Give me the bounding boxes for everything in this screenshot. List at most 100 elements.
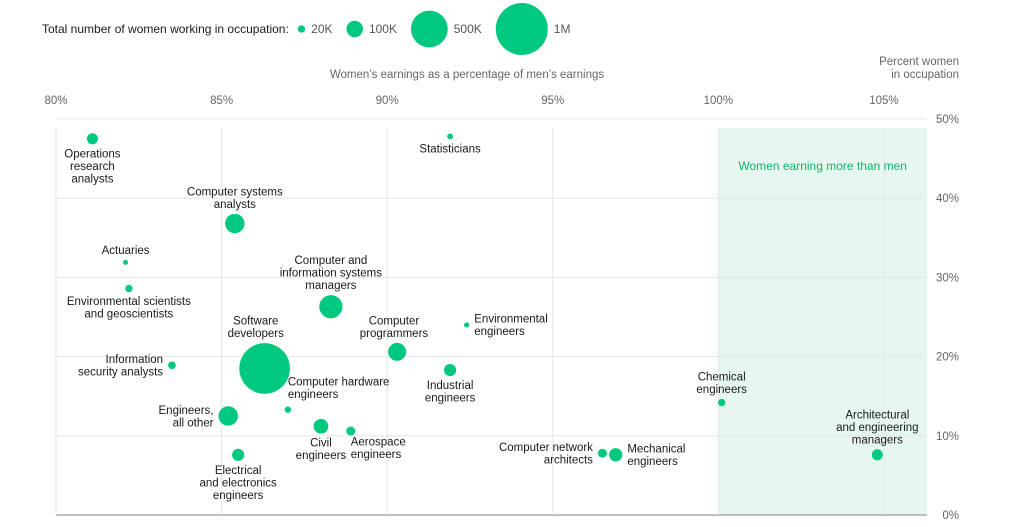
bubble-label-environmental-scientists-and-geoscientists: Environmental scientists and geoscientist… [67, 296, 191, 321]
bubble-electrical-and-electronics-engineers [232, 448, 245, 461]
x-tick-label: 85% [210, 95, 233, 107]
legend-bubble-500k [410, 10, 448, 48]
bubble-label-line: analysts [214, 199, 256, 211]
y-tick-label: 20% [936, 352, 959, 364]
y-tick-label: 50% [936, 114, 959, 126]
bubble-label-aerospace-engineers: Aerospace engineers [351, 437, 406, 462]
bubble-label-line: Software [233, 316, 278, 328]
legend-title: Total number of women working in occupat… [42, 22, 289, 36]
shaded-region-label: Women earning more than men [738, 159, 907, 173]
bubble-label-line: Computer systems [187, 186, 283, 198]
bubble-industrial-engineers [444, 363, 457, 377]
bubble-label-line: Statisticians [419, 143, 481, 155]
bubble-mechanical-engineers [609, 448, 623, 462]
bubble-label-line: research [70, 161, 115, 173]
bubble-civil-engineers [313, 418, 329, 434]
bubble-label-line: Aerospace [351, 437, 406, 449]
gridlines [55, 118, 927, 516]
bubble-label-line: Civil [310, 438, 332, 450]
bubble-label-operations-research-analysts: Operations research analysts [64, 148, 121, 185]
bubble-label-line: engineers [288, 389, 339, 401]
bubble-labels: Operations research analystsStatisticiansC… [64, 143, 918, 502]
bubble-label-computer-systems-analysts: Computer systems analysts [187, 186, 283, 211]
bubble-label-line: Architectural [845, 409, 909, 421]
bubble-label-computer-and-information-systems-managers: Computer and information systems managers [280, 255, 383, 292]
bubble-label-line: engineers [627, 456, 678, 468]
bubble-label-line: Engineers, [159, 405, 214, 417]
bubble-label-line: all other [173, 417, 214, 429]
legend-label-20k: 20K [311, 22, 332, 36]
bubble-label-line: Information [106, 354, 164, 366]
bubble-label-line: engineers [351, 449, 402, 461]
legend-items: 20K 100K 500K 1M [297, 3, 571, 55]
bubble-label-computer-programmers: Computer programmers [360, 315, 429, 340]
plot-area: Women earning more than men 80% 85% 90% 95%… [44, 56, 959, 522]
bubble-label-electrical-and-electronics-engineers: Electrical and electronics engineers [199, 465, 277, 502]
bubble-computer-and-information-systems-managers [319, 295, 343, 319]
bubble-label-line: Actuaries [102, 245, 150, 257]
legend-label-1m: 1M [554, 22, 571, 36]
bubble-statisticians [447, 133, 454, 140]
bubble-architectural-and-engineering-managers [871, 449, 883, 461]
bubble-actuaries [123, 259, 129, 265]
legend-label-500k: 500K [454, 22, 482, 36]
bubble-label-line: Electrical [215, 465, 262, 477]
bubble-computer-systems-analysts [225, 213, 245, 234]
bubble-computer-programmers [388, 342, 407, 361]
bubble-engineers-all-other [218, 406, 238, 426]
bubble-label-line: Computer network [499, 442, 593, 454]
bubble-label-mechanical-engineers: Mechanical engineers [627, 444, 685, 469]
bubble-label-statisticians: Statisticians [419, 143, 481, 155]
bubble-information-security-analysts [168, 361, 176, 370]
bubble-label-software-developers: Software developers [228, 316, 285, 341]
bubble-label-engineers-all-other: Engineers, all other [159, 405, 214, 430]
y-tick-label: 10% [936, 431, 959, 443]
bubble-label-line: managers [305, 280, 356, 292]
bubble-aerospace-engineers [346, 426, 356, 436]
bubble-chemical-engineers [717, 398, 726, 407]
bubble-label-line: developers [228, 328, 285, 340]
bubble-label-line: Computer hardware [288, 376, 390, 388]
bubble-label-information-security-analysts: Information security analysts [78, 354, 163, 379]
bubble-label-line: Environmental scientists [67, 296, 191, 308]
y-tick-label: 40% [936, 193, 959, 205]
bubble-label-line: Chemical [698, 371, 746, 383]
bubble-label-line: engineers [696, 384, 747, 396]
legend-label-100k: 100K [369, 22, 397, 36]
bubble-label-line: and engineering [836, 422, 919, 434]
bubble-label-line: information systems [280, 268, 383, 280]
x-tick-label: 100% [704, 95, 733, 107]
x-tick-label: 90% [376, 95, 399, 107]
bubble-operations-research-analysts [86, 133, 98, 145]
bubble-label-line: security analysts [78, 367, 163, 379]
bubble-label-environmental-engineers: Environmental engineers [474, 314, 548, 339]
bubble-label-line: architects [544, 454, 593, 466]
bubble-label-actuaries: Actuaries [102, 245, 150, 257]
bubble-computer-hardware-engineers [284, 406, 292, 413]
bubble-label-line: Operations [64, 148, 121, 160]
y-tick-label: 0% [942, 510, 959, 522]
bubble-label-industrial-engineers: Industrial engineers [425, 380, 476, 405]
shaded-region [718, 128, 927, 515]
bubble-label-line: Industrial [427, 380, 474, 392]
bubble-label-line: engineers [425, 393, 476, 405]
x-axis-ticks: 80% 85% 90% 95% 100% 105% [44, 95, 898, 107]
x-axis-title: Women’s earnings as a percentage of men’… [330, 69, 604, 81]
bubble-environmental-engineers [464, 322, 470, 328]
bubble-label-line: and geoscientists [84, 309, 173, 321]
bubble-label-line: managers [852, 434, 903, 446]
x-tick-label: 105% [869, 95, 898, 107]
y-axis-title-line: Percent women [879, 56, 959, 68]
bubble-label-line: Mechanical [627, 444, 685, 456]
bubble-label-line: analysts [71, 173, 113, 185]
bubble-label-computer-network-architects: Computer network architects [499, 442, 593, 467]
bubble-label-line: engineers [296, 450, 347, 462]
x-tick-label: 80% [44, 95, 67, 107]
legend-bubble-100k [346, 20, 363, 38]
bubble-label-line: engineers [474, 326, 525, 338]
legend-bubble-20k [297, 25, 306, 33]
bubble-label-line: Computer and [294, 255, 367, 267]
size-legend: Total number of women working in occupat… [42, 3, 570, 55]
y-axis-title-line: in occupation [891, 69, 959, 81]
